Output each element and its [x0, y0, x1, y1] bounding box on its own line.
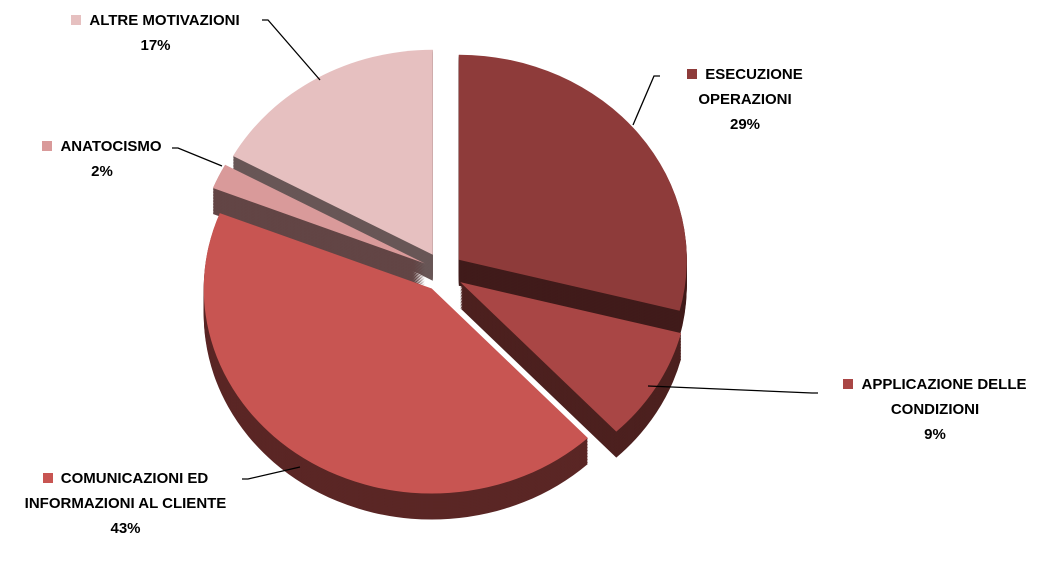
value-label: 2%	[91, 163, 113, 180]
label-name: ANATOCISMO	[22, 134, 182, 159]
label-name: APPLICAZIONE DELLE CONDIZIONI	[815, 372, 1055, 422]
label-name: ALTRE MOTIVAZIONI	[38, 8, 273, 33]
leader-line	[632, 75, 660, 126]
pie-slice	[212, 164, 425, 290]
legend-swatch	[42, 141, 53, 151]
leader-line	[262, 19, 321, 81]
value-label: 43%	[110, 520, 141, 537]
category-label: APPLICAZIONE DELLE CONDIZIONI	[861, 376, 1027, 418]
slice-top	[460, 282, 682, 432]
legend-swatch	[687, 69, 698, 79]
slice-top	[212, 164, 425, 264]
label-name: COMUNICAZIONI ED INFORMAZIONI AL CLIENTE	[18, 466, 233, 516]
value-label: 17%	[140, 37, 171, 54]
data-label: ANATOCISMO 2%	[22, 134, 182, 184]
slice-top	[203, 213, 588, 494]
value-label: 29%	[729, 116, 761, 133]
pie-slice	[233, 49, 433, 281]
pie-slice	[203, 213, 588, 520]
value-label: 9%	[924, 426, 946, 443]
legend-swatch	[71, 15, 82, 25]
category-label: COMUNICAZIONI ED INFORMAZIONI AL CLIENTE	[24, 470, 227, 512]
pie-slice	[460, 282, 682, 458]
leader-line	[172, 147, 223, 167]
leader-line	[647, 385, 818, 394]
data-label: ESECUZIONE OPERAZIONI 29%	[655, 62, 835, 137]
data-label: ALTRE MOTIVAZIONI 17%	[38, 8, 273, 58]
slice-top	[458, 54, 687, 311]
slice-top	[233, 49, 433, 255]
pie-slice	[458, 54, 687, 337]
legend-swatch	[843, 379, 854, 389]
category-label: ANATOCISMO	[60, 138, 162, 155]
label-name: ESECUZIONE OPERAZIONI	[655, 62, 835, 112]
data-label: COMUNICAZIONI ED INFORMAZIONI AL CLIENTE…	[18, 466, 233, 541]
leader-line	[242, 466, 301, 480]
legend-swatch	[42, 473, 53, 483]
category-label: ALTRE MOTIVAZIONI	[89, 12, 240, 29]
category-label: ESECUZIONE OPERAZIONI	[698, 66, 803, 108]
data-label: APPLICAZIONE DELLE CONDIZIONI 9%	[815, 372, 1055, 447]
